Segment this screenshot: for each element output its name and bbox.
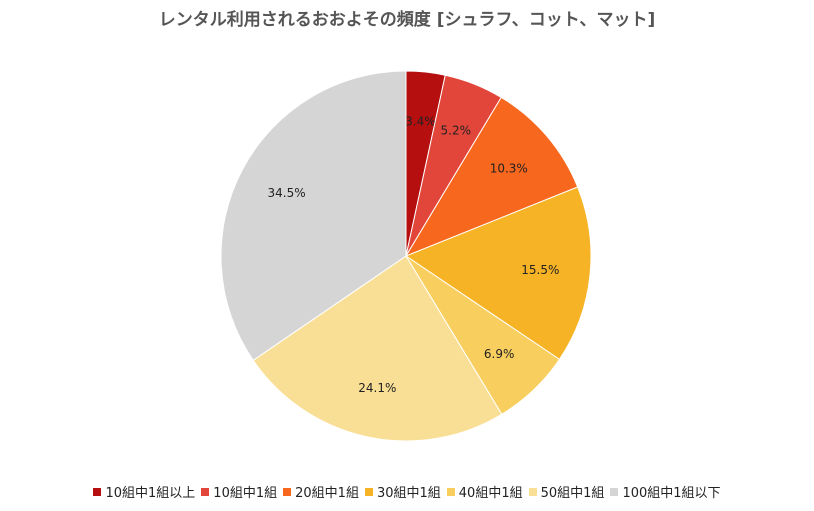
slice-label-1: 5.2% <box>441 123 472 137</box>
legend-item-0: 10組中1組以上 <box>93 482 195 501</box>
pie-slice-2 <box>404 96 579 258</box>
legend-label: 10組中1組以上 <box>105 486 196 501</box>
legend-swatch <box>528 487 537 496</box>
legend-item-3: 30組中1組 <box>364 482 441 501</box>
pie-slice-3 <box>404 186 592 361</box>
legend-item-4: 40組中1組 <box>446 482 523 501</box>
legend-label: 30組中1組 <box>376 486 441 501</box>
slice-label-3: 15.5% <box>521 263 559 277</box>
legend-label: 10組中1組 <box>213 486 278 501</box>
slice-label-2: 10.3% <box>490 161 528 175</box>
pie-slice-6 <box>220 70 407 362</box>
legend-item-2: 20組中1組 <box>283 482 359 501</box>
legend-swatch <box>364 487 373 496</box>
slice-label-5: 24.1% <box>358 381 396 395</box>
slice-label-4: 6.9% <box>484 347 515 361</box>
slice-label-0: 3.4% <box>405 115 436 129</box>
legend-label: 20組中1組 <box>295 486 359 501</box>
legend-label: 40組中1組 <box>458 486 523 501</box>
legend-item-6: 100組中1組以下 <box>610 482 721 501</box>
legend-label: 100組中1組以下 <box>622 486 721 501</box>
chart-title: レンタル利用されるおおよその頻度 [シュラフ、コット、マット] <box>158 10 656 30</box>
legend: 10組中1組以上 10組中1組 20組中1組 30組中1組 40組中1組 50組中1組 10… <box>0 482 814 501</box>
slice-label-6: 34.5% <box>268 186 306 200</box>
legend-label: 50組中1組 <box>540 486 605 501</box>
legend-item-1: 10組中1組 <box>201 482 277 501</box>
legend-swatch <box>283 487 292 496</box>
pie-slice-5 <box>252 255 503 442</box>
legend-swatch <box>446 487 455 496</box>
legend-swatch <box>93 487 102 496</box>
legend-item-5: 50組中1組 <box>528 482 605 501</box>
legend-swatch <box>201 487 210 496</box>
legend-swatch <box>610 487 619 496</box>
